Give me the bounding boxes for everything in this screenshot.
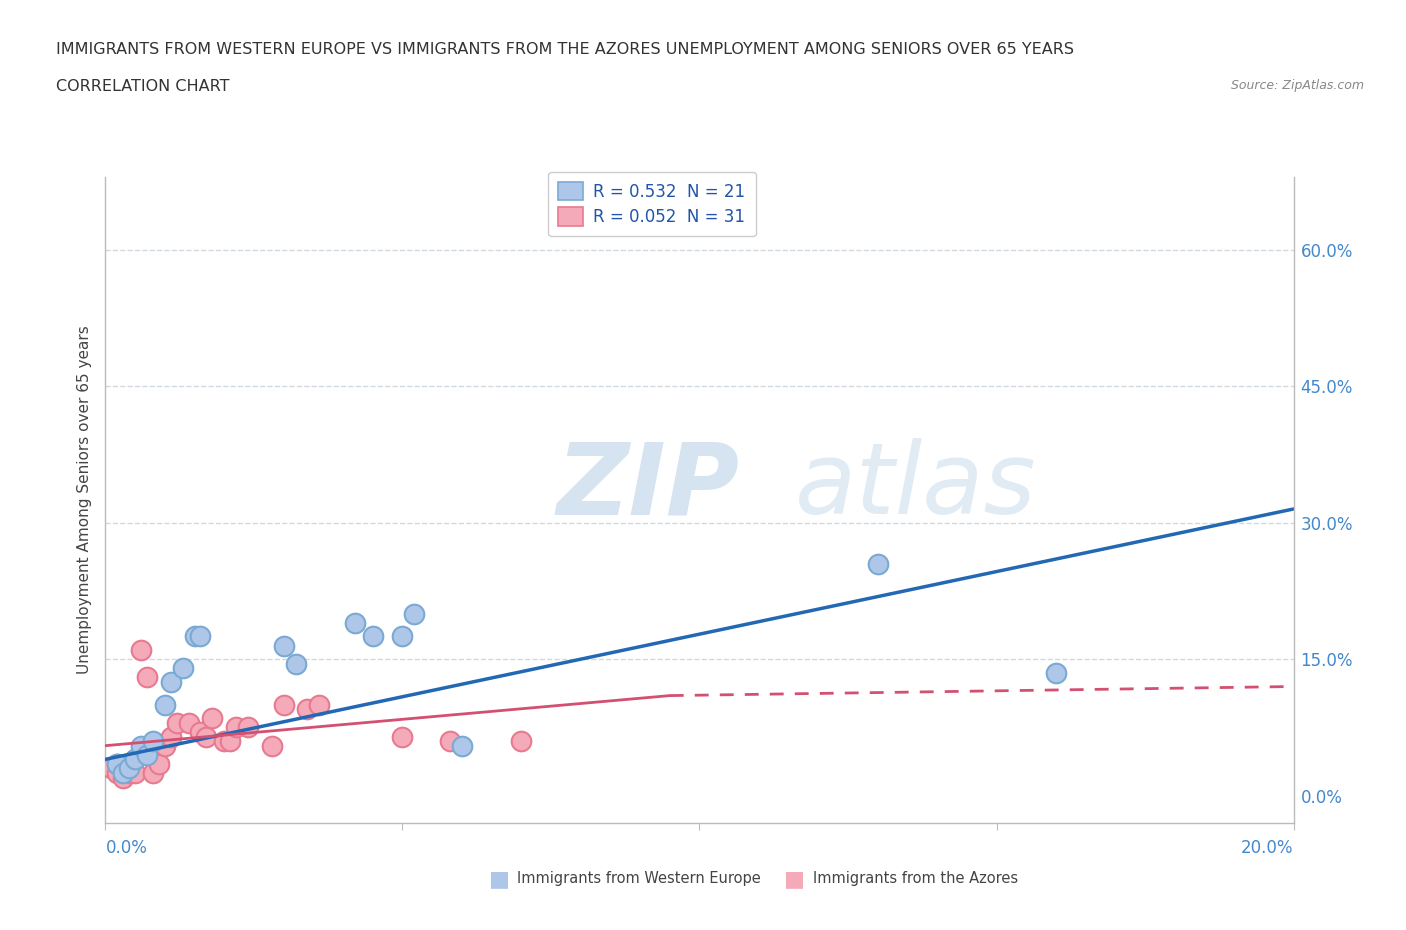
- Point: [153, 698, 176, 712]
- Point: [136, 748, 159, 763]
- Point: [190, 629, 212, 644]
- Point: [284, 657, 307, 671]
- Point: [105, 765, 128, 780]
- Point: [439, 734, 461, 749]
- Point: [166, 715, 188, 730]
- Point: [118, 761, 141, 776]
- Point: [343, 616, 366, 631]
- Point: [148, 756, 170, 771]
- Point: [112, 761, 135, 776]
- Point: [112, 770, 135, 785]
- Point: [404, 606, 426, 621]
- Point: [225, 720, 247, 735]
- Point: [450, 738, 472, 753]
- Point: [124, 751, 146, 766]
- Point: [142, 765, 165, 780]
- Point: [129, 643, 152, 658]
- Point: [273, 698, 295, 712]
- Point: [391, 729, 413, 744]
- Text: 20.0%: 20.0%: [1241, 839, 1294, 857]
- Text: IMMIGRANTS FROM WESTERN EUROPE VS IMMIGRANTS FROM THE AZORES UNEMPLOYMENT AMONG : IMMIGRANTS FROM WESTERN EUROPE VS IMMIGR…: [56, 42, 1074, 57]
- Point: [124, 751, 146, 766]
- Point: [177, 715, 200, 730]
- Text: Immigrants from Western Europe: Immigrants from Western Europe: [517, 871, 761, 886]
- Point: [142, 734, 165, 749]
- Text: Immigrants from the Azores: Immigrants from the Azores: [813, 871, 1018, 886]
- Point: [866, 556, 889, 571]
- Text: ■: ■: [489, 869, 509, 889]
- Point: [190, 724, 212, 739]
- Point: [100, 761, 122, 776]
- Point: [361, 629, 384, 644]
- Point: [172, 661, 194, 676]
- Point: [219, 734, 242, 749]
- Point: [136, 670, 159, 684]
- Y-axis label: Unemployment Among Seniors over 65 years: Unemployment Among Seniors over 65 years: [76, 326, 91, 674]
- Text: ■: ■: [785, 869, 804, 889]
- Point: [1045, 665, 1067, 680]
- Point: [105, 756, 128, 771]
- Point: [308, 698, 330, 712]
- Point: [236, 720, 259, 735]
- Point: [129, 738, 152, 753]
- Text: 0.0%: 0.0%: [105, 839, 148, 857]
- Point: [118, 756, 141, 771]
- Text: atlas: atlas: [794, 438, 1036, 536]
- Text: ZIP: ZIP: [557, 438, 740, 536]
- Point: [118, 765, 141, 780]
- Point: [273, 638, 295, 653]
- Point: [153, 738, 176, 753]
- Text: Source: ZipAtlas.com: Source: ZipAtlas.com: [1230, 79, 1364, 92]
- Point: [105, 756, 128, 771]
- Point: [510, 734, 533, 749]
- Point: [159, 729, 181, 744]
- Point: [183, 629, 205, 644]
- Point: [297, 702, 319, 717]
- Point: [124, 765, 146, 780]
- Legend: R = 0.532  N = 21, R = 0.052  N = 31: R = 0.532 N = 21, R = 0.052 N = 31: [548, 172, 755, 236]
- Text: CORRELATION CHART: CORRELATION CHART: [56, 79, 229, 94]
- Point: [112, 765, 135, 780]
- Point: [195, 729, 218, 744]
- Point: [260, 738, 283, 753]
- Point: [391, 629, 413, 644]
- Point: [159, 674, 181, 689]
- Point: [201, 711, 224, 725]
- Point: [214, 734, 236, 749]
